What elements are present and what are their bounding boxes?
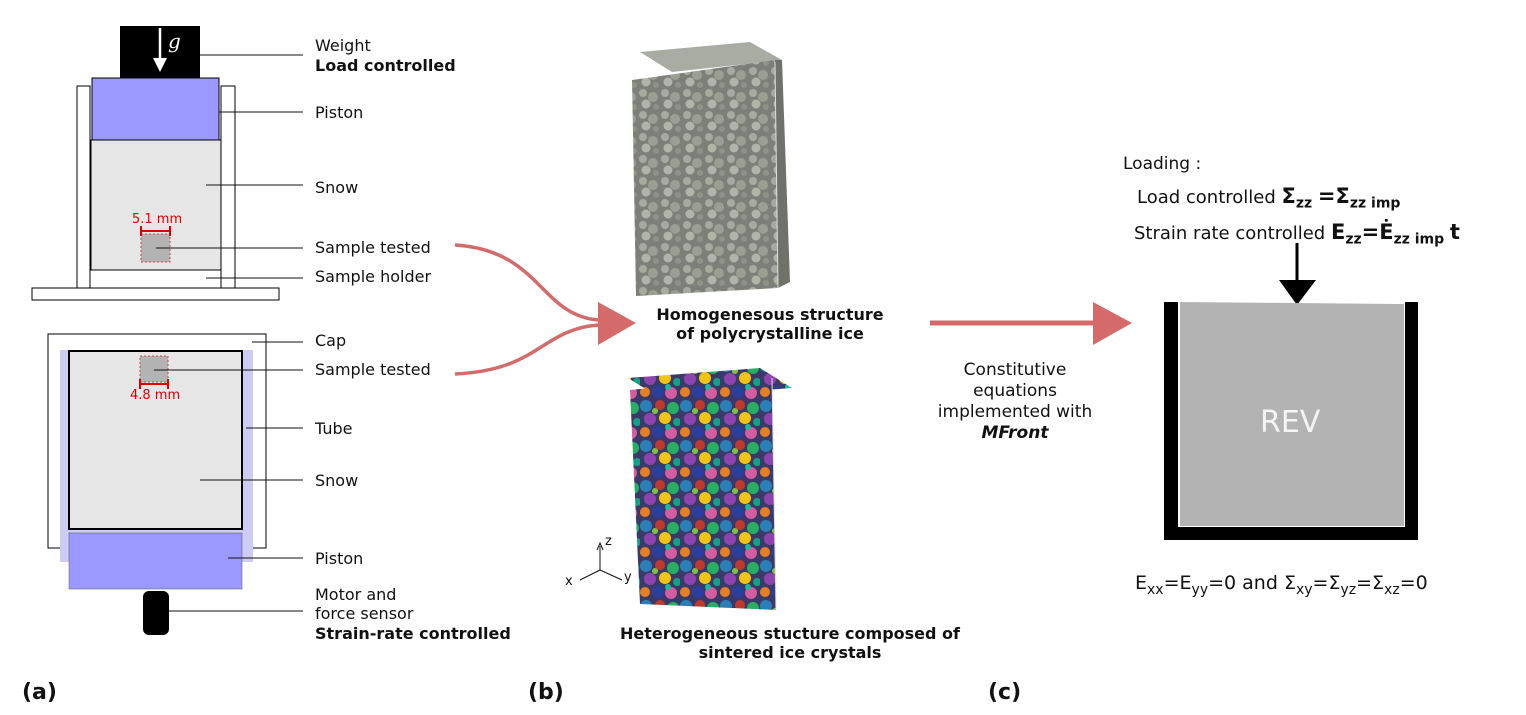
loading-arrowhead: [1279, 280, 1316, 305]
load-eq-rhs: =Σ: [1317, 184, 1350, 208]
label-constitutive-line3: implemented with: [937, 402, 1093, 422]
panel-label-c: (c): [988, 680, 1022, 705]
axis-triad: [579, 541, 623, 581]
sample-bottom: [139, 355, 169, 383]
label-size-bottom: 4.8 mm: [130, 388, 181, 403]
scale-bar-bottom: [139, 379, 169, 389]
label-cap: Cap: [315, 331, 347, 350]
rev-label: REV: [1260, 405, 1321, 440]
label-homogeneous-line1: Homogenesous structure: [656, 305, 884, 324]
scale-bar-top: [140, 226, 171, 236]
strain-equation: Strain rate controlled Ezz=Ėzz imp t: [1134, 220, 1460, 248]
strain-eq-rhs-sub: zz imp: [1393, 231, 1445, 248]
label-sample-tested-top: Sample tested: [315, 238, 431, 257]
panel-label-a: (a): [22, 680, 57, 705]
axis-label-x: x: [565, 574, 573, 589]
base-plate: [31, 287, 280, 301]
label-heterogeneous: Heterogeneous stucture composed of sinte…: [600, 624, 980, 662]
bc-zero: =0: [1399, 572, 1428, 594]
curve-top: [454, 243, 599, 322]
weight-block: [120, 26, 200, 78]
label-motor-line1: Motor and: [315, 585, 397, 604]
label-constitutive: Constitutive equations implemented with …: [920, 360, 1110, 444]
label-constitutive-line1: Constitutive: [963, 360, 1067, 380]
label-snow-bottom: Snow: [315, 471, 359, 490]
bc-and: =0 and Σ: [1208, 572, 1296, 594]
label-constitutive-line2: equations: [973, 381, 1057, 401]
heterogeneous-cube: [628, 368, 792, 611]
label-mfront: MFront: [981, 423, 1049, 443]
label-snow-top: Snow: [315, 178, 359, 197]
label-heterogeneous-line2: sintered ice crystals: [698, 643, 882, 662]
bc-eq1: =E: [1163, 572, 1192, 594]
curve-bottom: [454, 323, 599, 376]
label-motor-line2: force sensor: [315, 604, 414, 623]
rev-box: [1180, 302, 1404, 526]
label-loading: Loading :: [1123, 154, 1202, 174]
bc-eq2: =Σ: [1312, 572, 1341, 594]
holder-wall-left: [76, 85, 91, 289]
load-eq-lhs: Σ: [1281, 184, 1296, 208]
bc-e: E: [1135, 572, 1148, 594]
piston-top: [91, 77, 220, 141]
strain-eq-lhs: E: [1330, 220, 1346, 244]
load-eq-rhs-sub: zz imp: [1349, 195, 1401, 212]
panel-label-b: (b): [528, 680, 564, 705]
bc-xz: xz: [1384, 581, 1400, 598]
strain-eq-rhs: =Ė: [1361, 220, 1394, 244]
piston-bottom: [68, 532, 243, 590]
strain-controlled-text: Strain rate controlled: [1134, 223, 1326, 244]
load-eq-lhs-sub: zz: [1295, 195, 1313, 212]
bc-eq3: =Σ: [1356, 572, 1385, 594]
axis-label-z: z: [605, 534, 612, 549]
label-strain-rate-controlled: Strain-rate controlled: [315, 624, 511, 643]
load-controlled-text: Load controlled: [1137, 187, 1276, 208]
label-weight: Weight: [315, 36, 371, 55]
boundary-conditions: Exx=Eyy=0 and Σxy=Σyz=Σxz=0: [1135, 572, 1428, 598]
label-homogeneous-line2: of polycrystalline ice: [676, 324, 864, 343]
bc-xx: xx: [1147, 581, 1164, 598]
label-tube: Tube: [315, 419, 353, 438]
bc-xy: xy: [1295, 581, 1313, 598]
label-load-controlled: Load controlled: [315, 56, 456, 75]
axis-label-y: y: [624, 570, 632, 585]
label-size-top: 5.1 mm: [132, 212, 183, 227]
label-piston-bottom: Piston: [315, 549, 364, 568]
label-sample-holder: Sample holder: [315, 267, 432, 286]
homogeneous-cube: [632, 42, 790, 296]
motor: [143, 591, 169, 635]
label-homogeneous: Homogenesous structure of polycrystallin…: [630, 305, 910, 343]
bc-yz: yz: [1340, 581, 1357, 598]
strain-eq-t: t: [1449, 220, 1460, 244]
label-piston-top: Piston: [315, 103, 364, 122]
strain-eq-lhs-sub: zz: [1345, 231, 1362, 248]
bc-yy: yy: [1191, 581, 1209, 598]
load-equation: Load controlled Σzz =Σzz imp: [1137, 184, 1400, 212]
arrowhead-c: [1093, 302, 1132, 345]
arrowhead-b: [598, 302, 636, 345]
gravity-symbol: g: [168, 29, 181, 53]
leader-lines: [154, 54, 303, 612]
holder-wall-right: [220, 85, 236, 289]
label-heterogeneous-line1: Heterogeneous stucture composed of: [620, 624, 960, 643]
label-sample-tested-bottom: Sample tested: [315, 360, 431, 379]
